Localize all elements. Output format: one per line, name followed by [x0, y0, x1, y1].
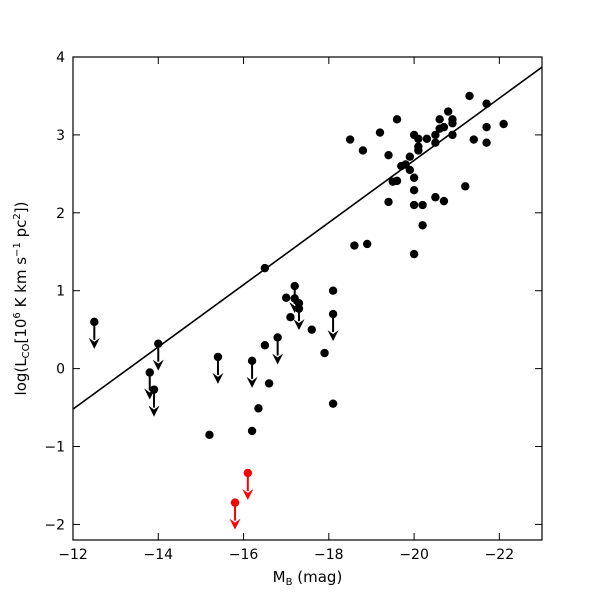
detection-point	[286, 312, 295, 322]
detection-point	[405, 165, 415, 175]
detection-point	[482, 138, 491, 147]
detection-point	[328, 286, 338, 295]
upper-limit	[246, 356, 258, 388]
detection-point	[435, 115, 444, 124]
upper-limit-arrowhead	[327, 330, 339, 342]
x-tick-label: −14	[143, 547, 173, 563]
detection-point	[392, 176, 402, 186]
y-tick-label: −2	[44, 517, 65, 533]
detection-point	[448, 119, 457, 128]
upper-limit-marker	[328, 309, 338, 319]
detection-point	[444, 107, 453, 116]
upper-limit	[272, 333, 284, 365]
upper-limit-arrowhead	[148, 405, 160, 417]
detection-point	[362, 239, 372, 249]
detection-point	[482, 99, 491, 108]
upper-limit-arrowhead	[152, 359, 164, 371]
upper-limit-arrowhead	[212, 372, 224, 384]
detection-point	[358, 146, 368, 155]
upper-limit	[148, 385, 160, 417]
x-tick-label: −20	[399, 547, 429, 563]
y-tick-label: 1	[56, 284, 65, 300]
upper-limit-arrowhead	[88, 337, 100, 349]
tick-layer: −12 −14 −16 −18 −20 −22 −2 −1 0 1 2 3 4	[44, 50, 542, 563]
detection-point	[409, 186, 419, 195]
detection-point	[254, 404, 263, 413]
y-tick-label: 4	[56, 50, 65, 66]
detection-point	[260, 263, 270, 273]
y-tick-label: 0	[56, 362, 65, 378]
detection-point	[320, 348, 329, 358]
detection-point	[439, 122, 449, 132]
detection-point	[422, 134, 432, 143]
special-upper-limit-arrowhead	[229, 518, 241, 530]
detection-point	[375, 128, 385, 137]
detection-point	[345, 135, 355, 144]
detection-point	[418, 200, 427, 210]
detection-point	[409, 173, 419, 182]
x-tick-label: −18	[314, 547, 344, 563]
detection-point	[260, 341, 270, 350]
detection-point	[431, 138, 440, 147]
detection-point	[405, 152, 415, 161]
plot-frame	[72, 56, 543, 541]
upper-limit	[152, 339, 164, 371]
detection-point	[205, 430, 214, 440]
detection-point	[384, 150, 393, 160]
detection-point	[307, 325, 316, 334]
detection-point	[448, 130, 457, 140]
upper-limit-marker	[149, 385, 159, 394]
x-axis-label: MB (mag)	[273, 568, 343, 588]
y-tick-label: −1	[44, 440, 65, 456]
y-axis-label: log(LCO[106 K km s−1 pc2])	[12, 202, 32, 396]
x-tick-label: −22	[485, 547, 515, 563]
detection-point	[439, 196, 449, 206]
detection-point	[247, 426, 257, 436]
detection-point	[409, 249, 419, 259]
upper-limit	[293, 298, 305, 331]
detection-point	[350, 241, 359, 250]
detection-point	[414, 146, 423, 155]
detection-point	[384, 197, 393, 207]
upper-limit	[88, 317, 100, 349]
detection-point	[281, 293, 291, 302]
special-upper-limit-arrowhead	[242, 489, 254, 501]
upper-limit-arrowhead	[272, 353, 284, 365]
upper-limit-marker	[154, 339, 163, 348]
y-tick-label: 2	[56, 206, 65, 222]
detection-point	[264, 379, 274, 388]
upper-limit-arrowhead	[246, 376, 258, 388]
detection-point	[418, 221, 427, 230]
detection-point	[482, 122, 491, 132]
detection-point	[469, 135, 478, 144]
detection-point	[409, 200, 419, 210]
detection-point	[328, 399, 338, 408]
x-tick-label: −16	[229, 547, 259, 563]
detection-point	[392, 115, 402, 124]
detection-point	[431, 130, 440, 140]
fit-layer	[73, 66, 542, 410]
upper-limit	[327, 309, 339, 342]
marker-layer	[88, 91, 508, 530]
special-upper-limit	[242, 468, 254, 501]
detection-point	[465, 91, 474, 101]
upper-limit-marker	[290, 281, 299, 291]
detection-point	[461, 182, 470, 191]
upper-limit	[212, 352, 224, 384]
fit-line	[73, 66, 542, 410]
x-tick-label: −12	[58, 547, 88, 563]
detection-point	[431, 193, 440, 202]
detection-point	[414, 134, 423, 143]
upper-limit-arrowhead	[293, 319, 305, 331]
detection-point	[499, 119, 508, 129]
y-tick-label: 3	[56, 128, 65, 144]
special-upper-limit	[229, 498, 241, 530]
